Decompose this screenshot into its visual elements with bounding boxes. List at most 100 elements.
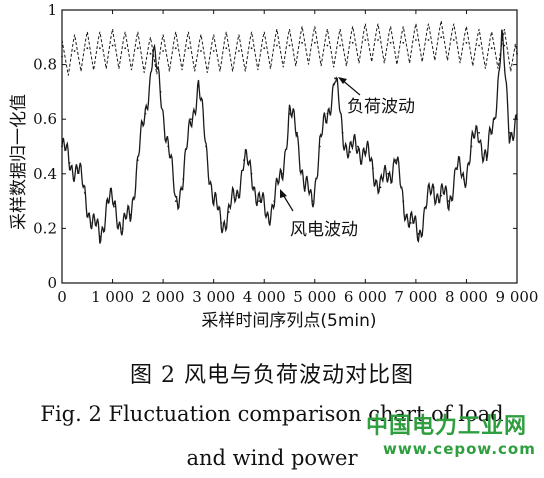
wind-data-point — [159, 91, 162, 93]
wind-data-point — [417, 233, 420, 235]
plot-frame — [61, 9, 518, 284]
figure-caption-chinese: 图 2 风电与负荷波动对比图 — [130, 363, 414, 388]
wind-data-point — [387, 172, 389, 175]
load-data-point — [124, 47, 127, 50]
wind-data-point — [197, 85, 200, 88]
wind-data-point — [220, 222, 223, 224]
wind-annotation-arrowhead — [280, 189, 287, 198]
wind-data-point — [447, 200, 450, 203]
y-tick-label: 1 — [47, 1, 57, 19]
load-data-point — [478, 44, 480, 47]
wind-data-point — [281, 172, 283, 175]
wind-data-point — [167, 145, 170, 148]
wind-data-point — [121, 227, 124, 230]
load-data-point — [339, 44, 341, 47]
wind-data-point — [152, 50, 154, 52]
load-data-point — [212, 50, 215, 52]
wind-data-point — [334, 77, 336, 80]
wind-data-point — [394, 159, 397, 162]
wind-data-point — [227, 211, 230, 213]
load-data-point — [440, 36, 443, 39]
wind-data-point — [364, 151, 367, 153]
wind-data-point — [212, 200, 215, 203]
plot-area — [61, 20, 518, 244]
load-data-point — [111, 44, 114, 47]
load-data-point — [465, 41, 468, 44]
x-tick-label: 3 000 — [192, 288, 235, 306]
y-axis-label: 采样数据归一化值 — [9, 94, 29, 230]
wind-data-point — [258, 200, 261, 203]
wind-data-point — [106, 200, 109, 203]
y-tick-label: 0 — [47, 274, 57, 292]
load-data-point — [174, 47, 177, 50]
x-tick-label: 0 — [57, 288, 67, 306]
x-tick-label: 4 000 — [243, 288, 286, 306]
load-data-point — [389, 41, 392, 44]
watermark-url: www.cepow.com — [383, 440, 536, 458]
load-data-point — [238, 50, 240, 52]
y-tick-label: 0.6 — [33, 110, 57, 128]
load-data-point — [377, 39, 379, 41]
wind-data-point — [372, 167, 374, 170]
load-data-point — [200, 50, 202, 52]
wind-data-point — [341, 131, 344, 134]
load-fluctuation-label: 负荷波动 — [347, 97, 415, 117]
wind-data-point — [76, 167, 79, 170]
wind-fluctuation-label: 风电波动 — [290, 220, 358, 240]
wind-data-point — [235, 194, 238, 197]
x-tick-label: 8 000 — [445, 288, 488, 306]
load-data-point — [263, 47, 266, 50]
load-data-point — [301, 41, 303, 44]
load-data-point — [490, 47, 493, 50]
wind-data-point — [326, 112, 329, 115]
wind-data-point — [508, 131, 511, 134]
wind-data-point — [99, 235, 101, 238]
load-data-point — [99, 47, 101, 50]
load-annotation-arrowhead — [338, 77, 347, 84]
wind-data-point — [349, 151, 352, 153]
wind-data-point — [136, 159, 139, 162]
load-data-point — [225, 47, 228, 50]
wind-data-point — [288, 112, 291, 115]
chart: 0 1 000 2 000 3 000 4 000 5 000 6 000 7 000 8 00… — [9, 1, 538, 331]
wind-data-point — [463, 178, 465, 181]
load-data-point — [162, 50, 165, 52]
load-data-point — [187, 47, 190, 50]
load-data-point — [364, 39, 367, 41]
series-line-load — [61, 20, 518, 76]
load-data-point — [276, 44, 278, 47]
wind-data-point — [91, 222, 94, 224]
wind-data-point — [205, 145, 208, 148]
y-tick-label: 0.8 — [33, 56, 57, 74]
wind-data-point — [265, 213, 268, 216]
wind-data-point — [303, 186, 306, 189]
wind-data-point — [432, 186, 435, 189]
y-tick-label: 0.2 — [33, 219, 57, 237]
wind-data-point — [440, 194, 443, 197]
x-tick-label: 7 000 — [394, 288, 437, 306]
load-data-point — [288, 44, 291, 47]
x-tick-label: 5 000 — [293, 288, 336, 306]
x-axis-label: 采样时间序列点(5min) — [201, 311, 376, 331]
watermark-site-name: 中国电力工业网 — [366, 414, 528, 439]
wind-data-point — [129, 213, 132, 216]
wind-data-point — [68, 162, 71, 164]
load-data-point — [351, 41, 354, 44]
wind-data-point — [83, 192, 86, 194]
wind-data-point — [114, 205, 116, 208]
axes: 0 1 000 2 000 3 000 4 000 5 000 6 000 7 000 8 00… — [33, 1, 538, 306]
wind-data-point — [485, 159, 488, 162]
wind-data-point — [182, 178, 185, 181]
y-tick-label: 0.4 — [33, 165, 57, 183]
wind-data-point — [250, 172, 253, 175]
load-data-point — [136, 47, 139, 50]
wind-data-point — [478, 131, 480, 134]
wind-data-point — [500, 36, 503, 39]
series-line-wind — [61, 29, 518, 244]
wind-data-point — [296, 131, 298, 134]
load-data-point — [250, 47, 253, 50]
load-data-point — [326, 44, 329, 47]
x-tick-label: 9 000 — [496, 288, 539, 306]
wind-data-point — [318, 145, 321, 148]
wind-data-point — [356, 145, 359, 148]
